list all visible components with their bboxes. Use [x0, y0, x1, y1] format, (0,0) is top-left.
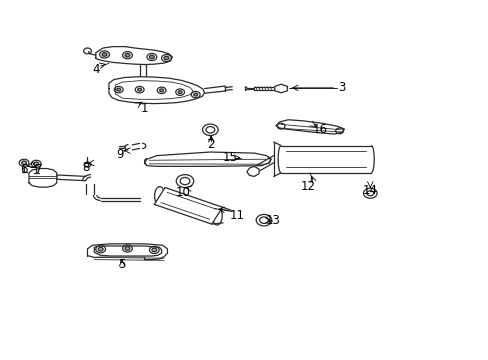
Circle shape [125, 53, 130, 57]
Text: 16: 16 [312, 123, 327, 136]
Polygon shape [276, 120, 344, 134]
Circle shape [193, 93, 197, 96]
Circle shape [34, 162, 39, 166]
Polygon shape [154, 188, 222, 224]
Bar [281, 145, 370, 173]
Text: 14: 14 [362, 184, 377, 197]
Text: 7: 7 [35, 163, 42, 176]
Circle shape [98, 247, 103, 251]
Circle shape [159, 89, 163, 92]
Circle shape [102, 53, 107, 56]
Circle shape [21, 161, 26, 165]
Text: 2: 2 [207, 138, 215, 150]
Polygon shape [144, 152, 271, 166]
Circle shape [117, 88, 121, 91]
Polygon shape [246, 166, 259, 176]
Circle shape [125, 247, 130, 250]
Circle shape [149, 55, 154, 59]
Text: 9: 9 [116, 148, 123, 161]
Polygon shape [109, 77, 204, 104]
Circle shape [138, 88, 142, 91]
Text: 15: 15 [222, 151, 237, 164]
Circle shape [163, 56, 168, 60]
Text: 8: 8 [82, 161, 89, 174]
Text: 12: 12 [300, 180, 315, 193]
Circle shape [178, 91, 182, 94]
Text: 11: 11 [229, 209, 244, 222]
Text: 1: 1 [141, 102, 148, 115]
Text: 3: 3 [338, 81, 345, 94]
Polygon shape [87, 244, 167, 260]
Polygon shape [29, 168, 57, 187]
Polygon shape [96, 46, 172, 64]
Text: 10: 10 [176, 186, 191, 199]
Text: 5: 5 [118, 258, 125, 271]
Text: 6: 6 [20, 163, 28, 176]
Text: 4: 4 [92, 63, 100, 76]
Text: 13: 13 [265, 214, 280, 227]
Polygon shape [274, 84, 287, 93]
Polygon shape [94, 246, 161, 256]
Circle shape [152, 248, 157, 252]
